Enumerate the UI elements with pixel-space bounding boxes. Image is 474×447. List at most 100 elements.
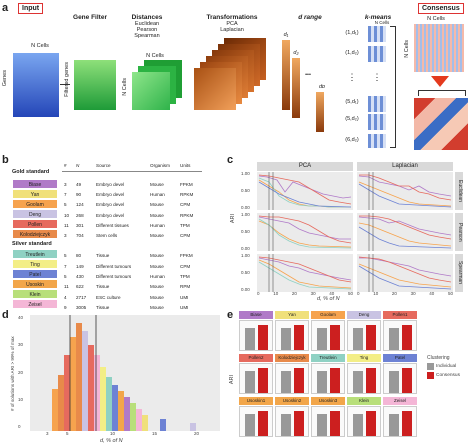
transformation-pca: PCA — [226, 21, 238, 27]
ari-plot — [383, 320, 417, 351]
table-cell: CPM — [180, 263, 191, 269]
strip-laplacian: Laplacian — [357, 162, 453, 171]
histogram-bars — [52, 323, 196, 431]
d-bar-1 — [282, 40, 290, 110]
table-cell: Embryo devel — [96, 212, 125, 218]
consensus-bar — [294, 368, 304, 393]
panel-a-letter: a — [2, 2, 9, 14]
legend-swatch — [427, 372, 434, 379]
distance-pearson: Pearson — [136, 27, 158, 33]
panel-e-legend: Clustering Individual Consensus — [427, 355, 473, 379]
filtered-genes-label: Filtered genes — [64, 62, 70, 97]
ytick: 1.00 — [241, 171, 250, 176]
table-row: 11 301 Different tissues Human TPM — [62, 220, 202, 230]
table-cell: Mouse — [150, 202, 164, 208]
panel-b: b # N Source Organism Units 3 49 Embryo de… — [0, 150, 225, 310]
table-row: 7 90 Embryo devel Human RPKM — [62, 189, 202, 199]
small-multiple: Treutlein — [311, 354, 345, 395]
individual-bar — [245, 371, 255, 393]
consensus-bar — [330, 325, 340, 350]
individual-bar — [389, 328, 399, 350]
dataset-swatch: Ting — [12, 259, 58, 269]
ari-plot — [347, 406, 381, 437]
table-row: 5 124 Embryo devel Mouse CPM — [62, 200, 202, 210]
ytick: 0.50 — [241, 270, 250, 275]
consensus-arrow — [431, 76, 449, 87]
ari-plot — [275, 320, 309, 351]
xtick: 30 — [410, 291, 416, 296]
panel-c-ylabel: ARI — [230, 214, 236, 224]
panel-d-xlabel: d, % of N — [100, 438, 123, 444]
table-cell: Embryo devel — [96, 191, 125, 197]
table-cell: Human — [150, 222, 165, 228]
consensus-label: Consensus — [418, 3, 464, 14]
dataset-swatch: Yan — [12, 189, 58, 199]
kmeans-grid-4 — [368, 114, 386, 130]
legend-title: Clustering — [427, 355, 450, 361]
individual-bar — [353, 328, 363, 350]
consensus-bar — [294, 325, 304, 350]
genes-label: Genes — [2, 70, 8, 87]
individual-bar — [281, 371, 291, 393]
panel-c-letter: c — [227, 154, 234, 166]
consensus-matrix — [414, 24, 464, 72]
strip-pca: PCA — [257, 162, 353, 171]
consensus-bar — [258, 325, 268, 350]
table-row: 10 268 Embryo devel Mouse RPKM — [62, 210, 202, 220]
panel-d-ylabel: # of solutions with ARI > 99% of max — [10, 336, 15, 412]
dataset-swatch: Goolam — [12, 199, 58, 209]
consensus-bar — [366, 368, 376, 393]
consensus-bar — [258, 411, 268, 436]
ari-plot — [239, 363, 273, 394]
table-cell: Mouse — [150, 263, 164, 269]
panel-b-letter: b — [2, 154, 9, 166]
xtick: 40 — [329, 291, 335, 296]
table-cell: 268 — [76, 212, 84, 218]
facet-laplacian-pearson — [357, 213, 453, 251]
table-cell: 7 — [64, 263, 67, 269]
d-bar-2 — [292, 58, 300, 118]
dataset-strip: Pollen2 — [239, 354, 273, 362]
table-cell: 11 — [64, 222, 69, 228]
table-cell: 124 — [76, 202, 84, 208]
facet-laplacian-spearman — [357, 254, 453, 292]
pair-2: (1,d₂) — [345, 50, 359, 56]
d-label-dots: ••• — [305, 72, 311, 78]
table-cell: 5 — [64, 274, 67, 280]
panel-c: c ARI d, % of N PCA Laplacian Euclidean … — [227, 150, 474, 305]
xtick: 3 — [46, 431, 49, 436]
table-cell: FPKM — [180, 253, 193, 259]
legend-label: Consensus — [436, 373, 460, 378]
table-cell: Different tumours — [96, 274, 132, 280]
panel-d: d # of solutions with ARI > 99% of max d… — [0, 305, 225, 447]
table-row: 3 49 Embryo devel Mouse FPKM — [62, 179, 202, 189]
individual-bar — [317, 414, 327, 436]
laplacian-xticks: 0 10 20 30 40 50 — [357, 291, 453, 296]
dataset-swatch: Patel — [12, 269, 58, 279]
transform-stack-1 — [194, 68, 236, 110]
table-cell: Mouse — [150, 284, 164, 290]
dataset-strip: Usoskin3 — [311, 397, 345, 405]
table-row: 11 622 Tissue Mouse RPM — [62, 282, 202, 292]
ytick: 40 — [18, 315, 24, 320]
gene-matrix — [13, 53, 59, 117]
pair-4: (5,d₂) — [345, 116, 359, 122]
ytick: 0.50 — [241, 188, 250, 193]
table-cell: 80 — [76, 253, 82, 259]
table-cell: 5 — [64, 253, 67, 259]
consensus-bar — [366, 411, 376, 436]
consensus-n-cells: N Cells — [427, 16, 445, 22]
col-header: Source — [94, 160, 148, 172]
table-row: 5 430 Different tumours Human TPM — [62, 271, 202, 281]
table-row: 9 3005 Tissue Mouse UMI — [62, 302, 202, 312]
dataset-strip: Goolam — [311, 311, 345, 319]
individual-bar — [317, 371, 327, 393]
ytick: 30 — [18, 342, 24, 348]
legend-item-consensus: Consensus — [427, 372, 473, 379]
ytick: 10 — [18, 396, 24, 402]
facet-pca-euclidean — [257, 172, 353, 210]
dataset-strip: Kolodziejczyk — [275, 354, 309, 362]
table-cell: Mouse — [150, 181, 164, 187]
arrow-1 — [60, 84, 70, 85]
table-cell: Stem cells — [96, 233, 118, 239]
